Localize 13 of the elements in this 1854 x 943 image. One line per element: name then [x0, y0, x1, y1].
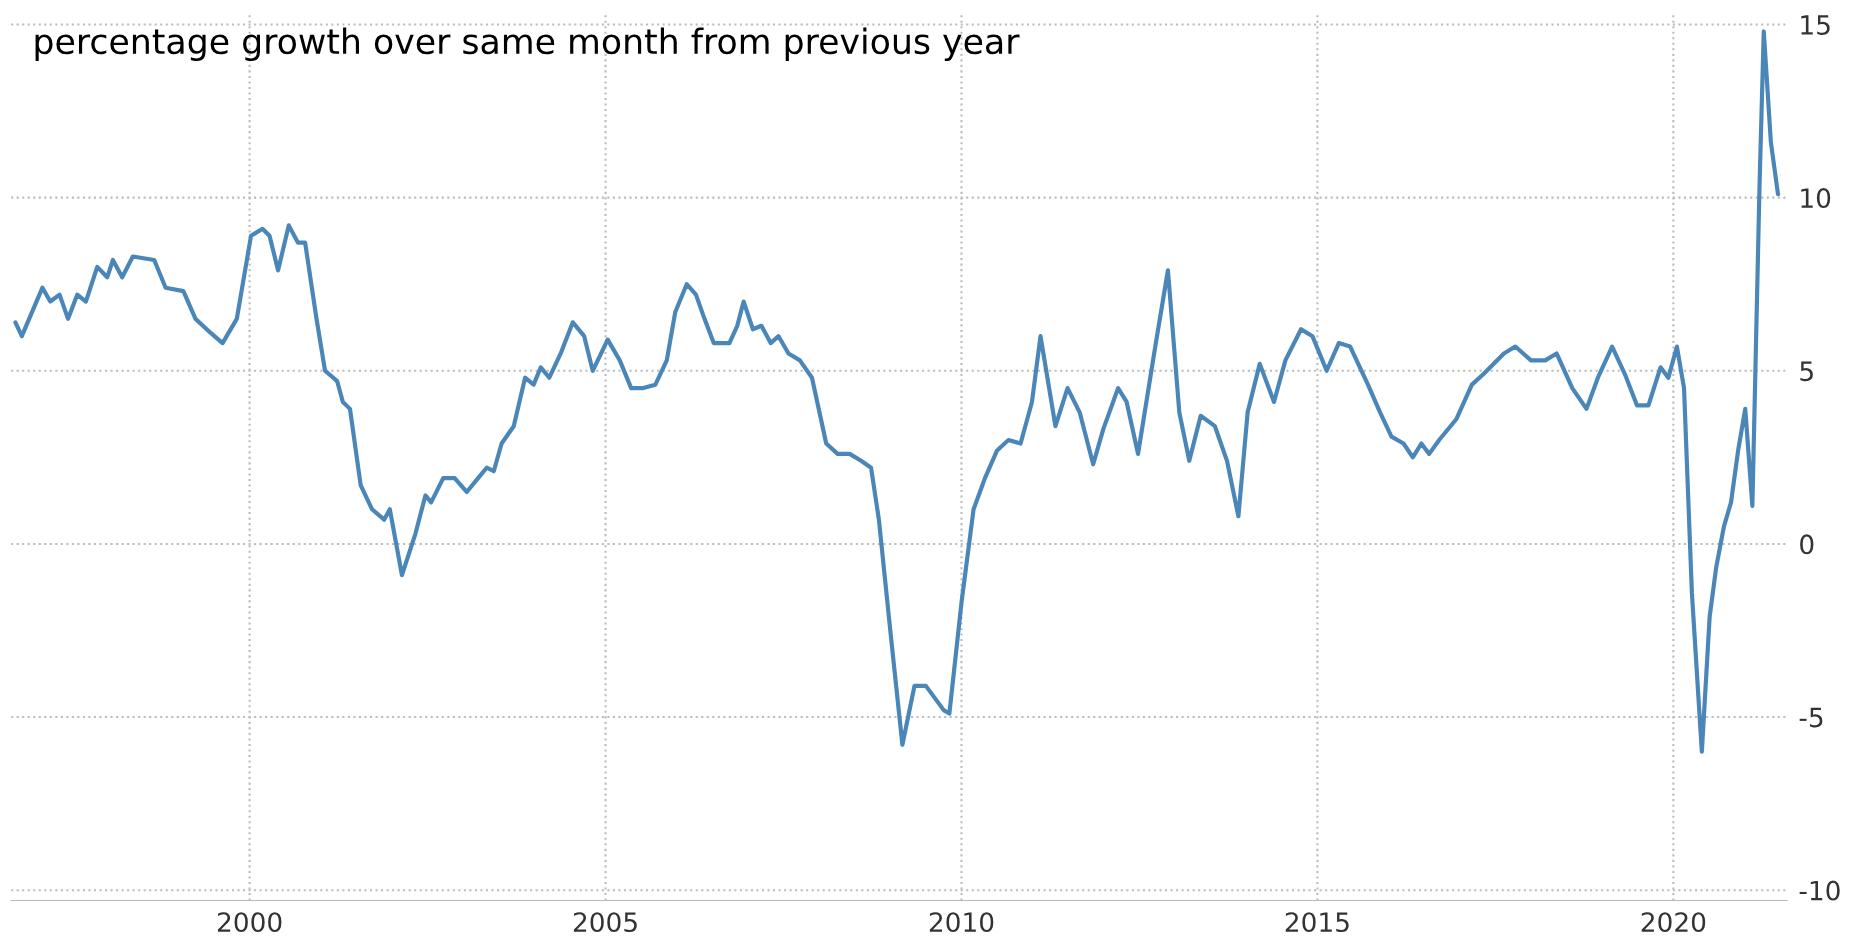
- y-tick-label: 15: [1801, 15, 1830, 35]
- y-tick-label: 0: [1800, 534, 1814, 555]
- line-series: [13, 29, 1781, 754]
- y-tick-label: -10: [1799, 880, 1840, 901]
- y-tick-label: 5: [1800, 361, 1813, 382]
- y-tick-label: -5: [1799, 707, 1823, 728]
- x-tick-label: 2020: [1641, 912, 1706, 933]
- annotation: percentage growth over same month from previous year: [35, 27, 1020, 62]
- x-tick-label: 2010: [929, 912, 994, 933]
- x-tick-label: 2005: [573, 912, 637, 933]
- x-tick-label: 2015: [1285, 912, 1349, 933]
- y-tick-label: 10: [1801, 188, 1831, 209]
- x-tick-label: 2000: [217, 912, 282, 933]
